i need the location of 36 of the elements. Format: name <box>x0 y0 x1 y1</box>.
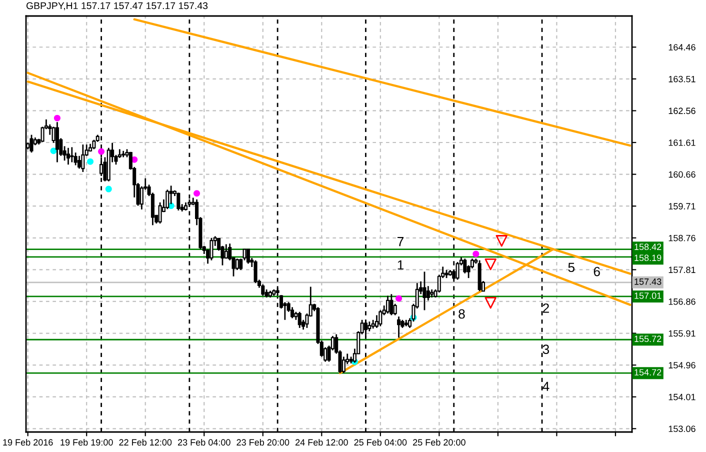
annotation: 5 <box>568 262 575 272</box>
x-tick-label: 19 Feb 19:00 <box>60 438 113 446</box>
x-tick-label: 22 Feb 12:00 <box>119 438 172 446</box>
ref-line-label: 157.01 <box>634 292 662 299</box>
x-tick-label: 25 Feb 04:00 <box>354 438 407 446</box>
x-tick-label: 23 Feb 04:00 <box>178 438 230 446</box>
y-tick-label: 160.66 <box>668 171 696 178</box>
x-tick-label: 23 Feb 20:00 <box>236 438 290 446</box>
annotation: 4 <box>542 382 550 391</box>
annotation: 3 <box>542 344 550 354</box>
ref-line-label: 154.72 <box>634 369 662 376</box>
y-tick-label: 164.46 <box>668 44 696 50</box>
y-tick-label: 155.91 <box>668 330 696 337</box>
ref-line-label: 158.19 <box>634 254 662 262</box>
x-tick-label: 25 Feb 20:00 <box>413 438 466 446</box>
x-tick-label: 19 Feb 2016 <box>3 438 53 446</box>
y-tick-label: 154.96 <box>668 362 696 368</box>
y-tick-label: 159.71 <box>668 203 696 210</box>
annotation: 2 <box>542 303 549 313</box>
y-tick-label: 158.76 <box>668 234 696 242</box>
ref-line-label: 155.72 <box>634 336 662 342</box>
annotation: 1 <box>398 260 404 270</box>
chart-title: GBPJPY,H1 157.17 157.47 157.17 157.43 <box>26 2 208 10</box>
y-tick-label: 162.56 <box>668 108 696 114</box>
ref-line-label: 158.42 <box>634 244 662 250</box>
annotation: 6 <box>594 266 600 276</box>
ref-line-label: 157.43 <box>634 278 662 285</box>
annotation: 7 <box>398 237 404 246</box>
x-tick-label: 24 Feb 12:00 <box>296 438 348 446</box>
y-tick-label: 153.06 <box>668 426 696 432</box>
annotation: 8 <box>458 309 465 319</box>
y-tick-label: 157.81 <box>668 266 696 274</box>
y-tick-label: 156.86 <box>668 298 696 305</box>
y-tick-label: 163.51 <box>668 76 696 82</box>
y-tick-label: 154.01 <box>668 394 696 400</box>
y-tick-label: 161.61 <box>668 139 696 146</box>
